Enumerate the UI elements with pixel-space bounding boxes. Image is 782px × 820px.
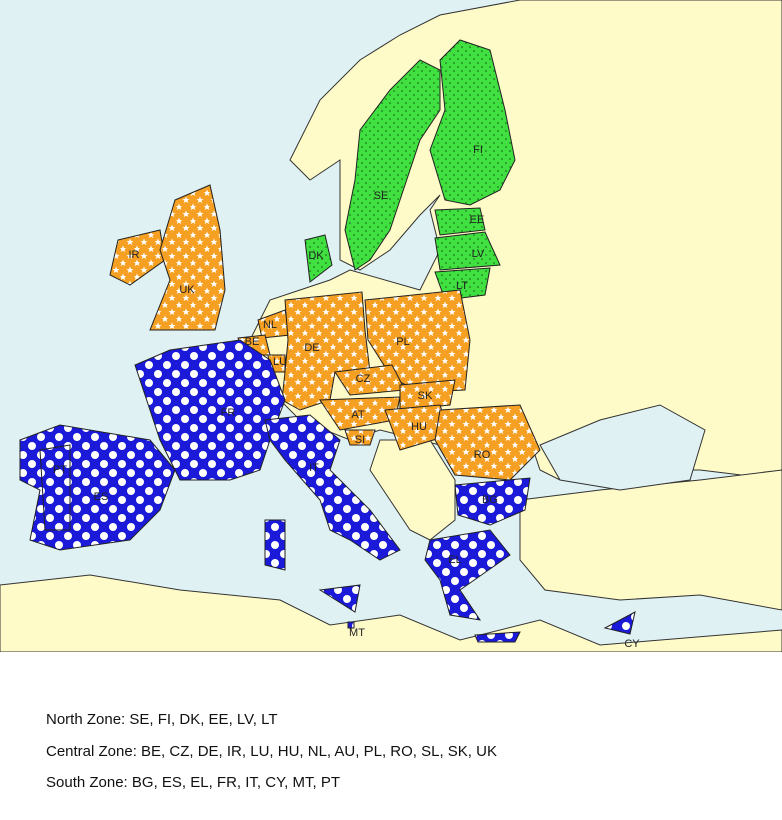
country-central bbox=[109, 229, 166, 286]
legend-line: North Zone: SE, FI, DK, EE, LV, LT bbox=[46, 711, 278, 728]
legend-line: Central Zone: BE, CZ, DE, IR, LU, HU, NL… bbox=[46, 743, 497, 760]
country-south bbox=[39, 444, 71, 531]
country-south bbox=[454, 477, 531, 526]
country-code: FI bbox=[473, 144, 483, 156]
country-code: NL bbox=[263, 319, 277, 331]
country-code: HU bbox=[411, 421, 427, 433]
country-code: PL bbox=[396, 336, 409, 348]
country-north bbox=[344, 59, 441, 271]
country-south bbox=[264, 414, 401, 561]
country-code: IT bbox=[309, 462, 319, 474]
country-code: AT bbox=[351, 409, 365, 421]
country-code: CY bbox=[624, 638, 640, 650]
country-central bbox=[149, 184, 226, 331]
country-code: FR bbox=[221, 407, 236, 419]
legend-line: South Zone: BG, ES, EL, FR, IT, CY, MT, … bbox=[46, 774, 340, 791]
country-south bbox=[134, 339, 286, 481]
black-sea bbox=[539, 404, 706, 491]
country-code: EE bbox=[470, 214, 485, 226]
country-south bbox=[347, 621, 355, 629]
country-code: RO bbox=[474, 449, 491, 461]
country-code: LV bbox=[472, 248, 485, 260]
country-central bbox=[344, 429, 376, 446]
country-code: MT bbox=[349, 627, 365, 639]
country-central bbox=[399, 379, 456, 411]
country-north bbox=[304, 234, 333, 283]
country-code: SI bbox=[355, 434, 365, 446]
country-north bbox=[434, 207, 486, 236]
country-code: PT bbox=[53, 464, 67, 476]
country-south bbox=[424, 529, 511, 621]
country-south bbox=[318, 584, 361, 613]
country-code: DE bbox=[304, 342, 319, 354]
country-south bbox=[603, 611, 636, 635]
country-code: CZ bbox=[356, 373, 371, 385]
country-code: LU bbox=[273, 356, 287, 368]
country-code: IR bbox=[129, 249, 140, 261]
country-code: SE bbox=[374, 190, 389, 202]
country-code: BE bbox=[245, 336, 260, 348]
country-north bbox=[429, 39, 516, 206]
country-south bbox=[474, 631, 521, 643]
country-south bbox=[264, 519, 286, 571]
country-code: ES bbox=[94, 491, 109, 503]
country-code: EL bbox=[448, 554, 461, 566]
country-code: BG bbox=[482, 494, 498, 506]
country-code: LT bbox=[456, 280, 468, 292]
country-code: DK bbox=[308, 250, 324, 262]
country-code: UK bbox=[179, 284, 195, 296]
country-north bbox=[434, 231, 501, 271]
country-code: SK bbox=[418, 390, 433, 402]
